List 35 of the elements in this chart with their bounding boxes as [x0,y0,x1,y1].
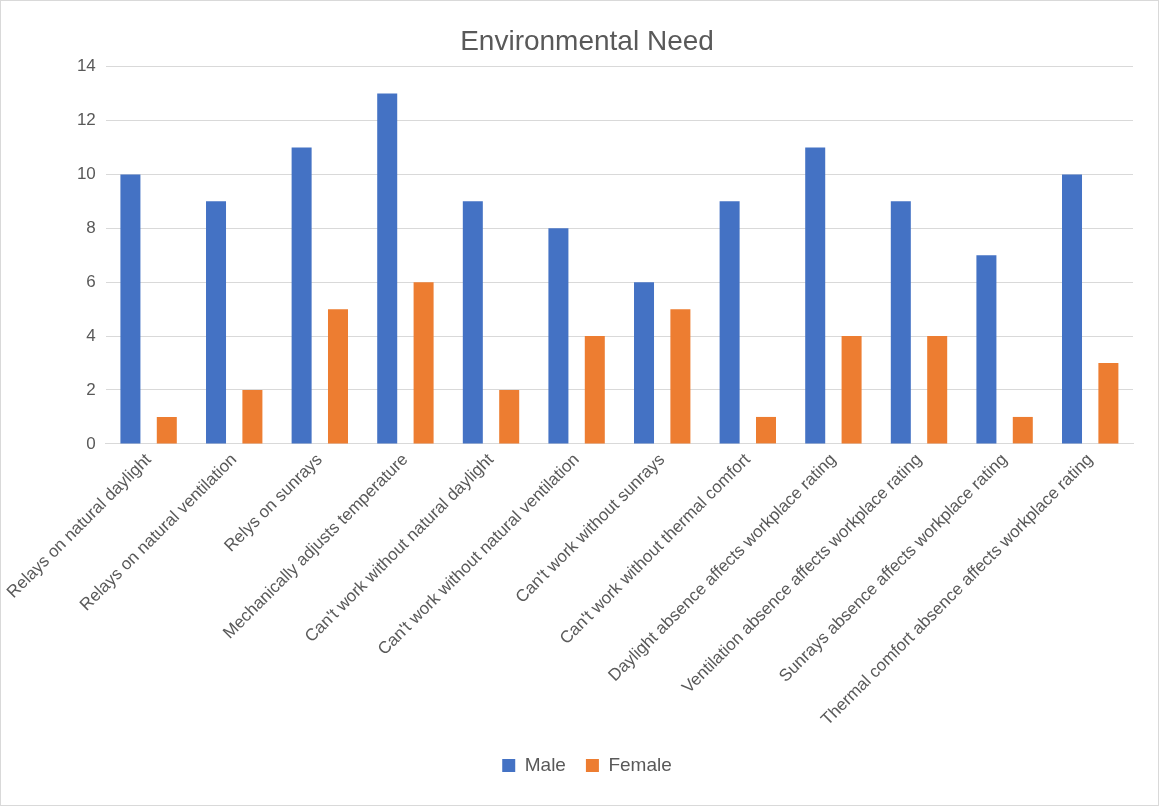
bar [156,416,177,444]
bar [413,282,434,444]
bar [927,336,948,444]
bar [670,309,691,444]
bar [327,309,348,444]
y-tick-label: 14 [76,56,96,76]
bar [755,416,776,444]
bar [1098,363,1119,444]
bar [206,201,227,444]
y-tick-label: 0 [86,433,96,453]
y-tick-label: 6 [86,271,96,291]
bar [1062,174,1083,444]
bar [890,201,911,444]
legend-label: Female [608,753,672,775]
bar [634,282,655,444]
bar [719,201,740,444]
y-tick-label: 10 [76,164,96,184]
bar [499,389,520,444]
bar [242,389,263,444]
y-tick-label: 8 [86,217,96,237]
bar [548,228,569,444]
bar [377,93,398,444]
bar [462,201,483,444]
bar [841,336,862,444]
bar [291,147,312,444]
chart-title: Environmental Need [460,24,714,56]
y-tick-label: 2 [86,379,96,399]
legend-label: Male [524,753,566,775]
bar [584,336,605,444]
y-tick-label: 12 [76,110,96,130]
y-tick-label: 4 [86,325,96,345]
bar [805,147,826,444]
bar [976,255,997,444]
bar [120,174,141,444]
bar [1012,416,1033,444]
